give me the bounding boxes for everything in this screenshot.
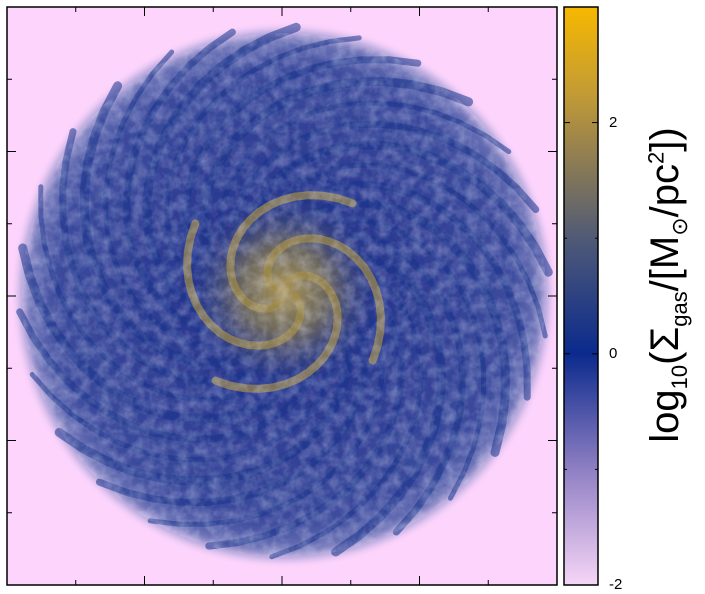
plot-panel xyxy=(6,6,558,586)
colorbar-label: log10(Σgas/[M⊙/pc2]) xyxy=(643,127,692,443)
colorbar-tick-label-2: 2 xyxy=(609,114,618,131)
disk-texture xyxy=(22,33,546,557)
colorbar-gradient xyxy=(564,7,598,585)
colorbar-tick-label-minus-2: -2 xyxy=(609,576,623,593)
colorbar-ticks xyxy=(564,122,598,586)
colorbar xyxy=(563,6,599,586)
colorbar-frame xyxy=(563,6,599,586)
colorbar-tick-label-0: 0 xyxy=(609,345,618,362)
plot-ticks xyxy=(7,7,557,585)
